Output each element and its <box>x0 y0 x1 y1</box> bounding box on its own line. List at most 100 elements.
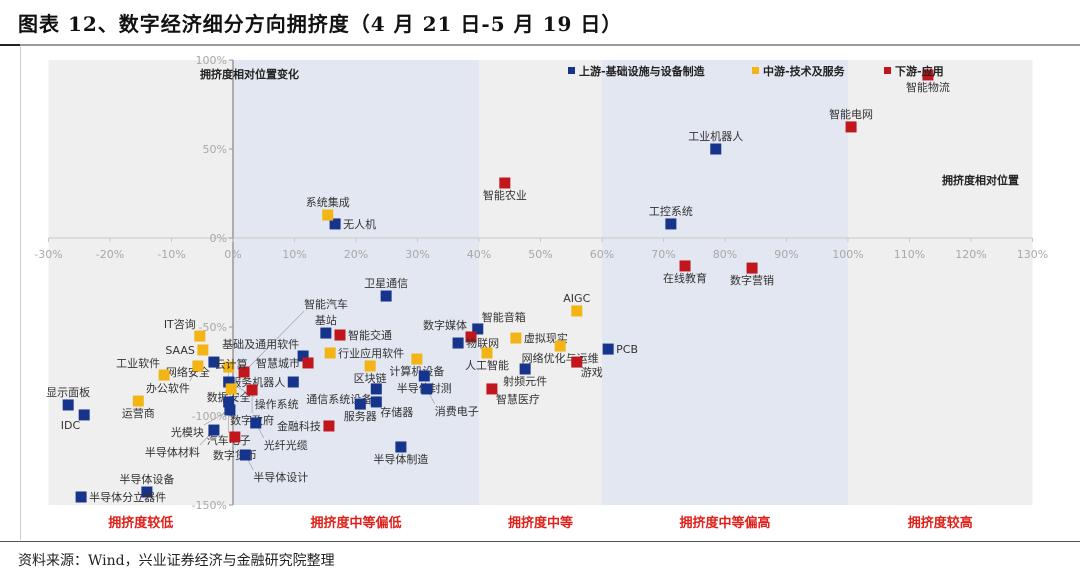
data-point <box>132 395 144 407</box>
data-point <box>481 347 493 359</box>
data-point <box>510 332 522 344</box>
point-label: 智能农业 <box>483 188 527 202</box>
data-point <box>194 330 206 342</box>
legend-label: 下游-应用 <box>895 64 944 78</box>
point-label: 智能音箱 <box>482 310 526 324</box>
data-point <box>710 143 722 155</box>
data-point <box>208 424 220 436</box>
point-label: 无人机 <box>343 217 376 231</box>
legend-label: 中游-技术及服务 <box>763 64 846 78</box>
data-point <box>287 376 299 388</box>
source-note: 资料来源：Wind，兴业证券经济与金融研究院整理 <box>18 553 335 569</box>
title-divider <box>16 44 1080 46</box>
x-tick-label: 10% <box>282 248 306 261</box>
point-label: 光模块 <box>171 425 204 439</box>
band-label: 拥挤度较高 <box>908 515 973 531</box>
data-point <box>571 305 583 317</box>
point-label: 工控系统 <box>649 204 693 218</box>
data-point <box>922 69 934 81</box>
point-label: 智能交通 <box>348 328 392 342</box>
data-point <box>323 420 335 432</box>
point-label: IT咨询 <box>164 317 196 331</box>
data-point <box>329 218 341 230</box>
label-leader-line <box>243 310 305 373</box>
data-point <box>665 218 677 230</box>
data-point <box>141 486 153 498</box>
data-point <box>223 376 235 388</box>
point-label: 物联网 <box>466 336 499 350</box>
data-point <box>192 360 204 372</box>
y-tick-label: -100% <box>192 410 227 423</box>
point-label: 半导体材料 <box>145 445 200 459</box>
point-label: 存储器 <box>380 405 413 419</box>
point-label: 办公软件 <box>146 381 190 395</box>
x-tick-label: 20% <box>344 248 368 261</box>
x-axis-title: 拥挤度相对位置 <box>942 173 1019 187</box>
legend: 上游-基础设施与设备制造 中游-技术及服务 下游-应用 <box>568 64 944 78</box>
data-point <box>297 350 309 362</box>
point-label: 智慧城市 <box>256 356 300 370</box>
x-tick-label: 60% <box>590 248 614 261</box>
point-label: 工业软件 <box>116 356 160 370</box>
y-tick-label: 100% <box>196 54 227 67</box>
data-point <box>62 399 74 411</box>
x-tick-label: 100% <box>832 248 863 261</box>
x-tick-label: -20% <box>96 248 124 261</box>
y-tick-label: -150% <box>192 499 227 512</box>
x-tick-label: 70% <box>651 248 675 261</box>
title-divider-accent <box>0 44 20 46</box>
band-label: 拥挤度中等偏低 <box>310 515 401 531</box>
data-point <box>554 340 566 352</box>
point-label: 在线教育 <box>663 271 707 285</box>
point-label: 区块链 <box>354 371 387 385</box>
point-label: 服务机器人 <box>230 375 285 389</box>
point-label: 基站 <box>315 313 337 327</box>
point-label: 游戏 <box>581 366 603 379</box>
point-label: IDC <box>61 419 81 432</box>
data-point <box>486 383 498 395</box>
point-label: 智能电网 <box>829 107 873 121</box>
band-2 <box>479 60 602 505</box>
data-point <box>602 343 614 355</box>
x-tick-label: 120% <box>955 248 986 261</box>
y-axis-title: 拥挤度相对位置变化 <box>200 67 299 81</box>
data-point <box>223 396 235 408</box>
point-label: 卫星通信 <box>364 277 408 290</box>
data-point <box>158 369 170 381</box>
band-4 <box>848 60 1033 505</box>
point-label: 数字媒体 <box>423 318 467 332</box>
legend-swatch-downstream <box>884 67 891 74</box>
point-label: 数字营销 <box>730 273 774 287</box>
band-label: 拥挤度较低 <box>108 515 173 531</box>
figure-title: 图表 12、数字经济细分方向拥挤度（4 月 21 日-5 月 19 日） <box>18 12 623 36</box>
x-tick-label: -30% <box>34 248 62 261</box>
data-point <box>322 209 334 221</box>
data-point <box>250 417 262 429</box>
x-tick-label: 40% <box>467 248 491 261</box>
x-tick-label: 80% <box>713 248 737 261</box>
point-label: 服务器 <box>344 410 377 423</box>
band-backgrounds: 拥挤度较低 拥挤度中等偏低 拥挤度中等 拥挤度中等偏高 拥挤度较高 <box>48 60 1033 531</box>
point-label: 人工智能 <box>465 358 509 372</box>
data-point <box>418 370 430 382</box>
point-label: 智能物流 <box>906 80 950 94</box>
point-label: SAAS <box>165 344 195 357</box>
x-tick-label: 130% <box>1017 248 1048 261</box>
band-label: 拥挤度中等 <box>508 515 573 531</box>
point-label: 显示面板 <box>46 385 90 399</box>
data-point <box>224 404 236 416</box>
point-label: 云计算 <box>215 357 248 371</box>
x-tick-label: 30% <box>405 248 429 261</box>
band-label: 拥挤度中等偏高 <box>679 515 770 531</box>
data-point <box>465 331 477 343</box>
point-label: 智能汽车 <box>304 297 348 311</box>
point-label: 计算机设备 <box>389 364 444 378</box>
footer-divider <box>0 541 1080 542</box>
point-label: 网络优化与运维 <box>522 351 599 365</box>
band-1 <box>233 60 479 505</box>
data-point <box>519 363 531 375</box>
point-label: AIGC <box>563 292 590 305</box>
x-tick-label: 90% <box>774 248 798 261</box>
